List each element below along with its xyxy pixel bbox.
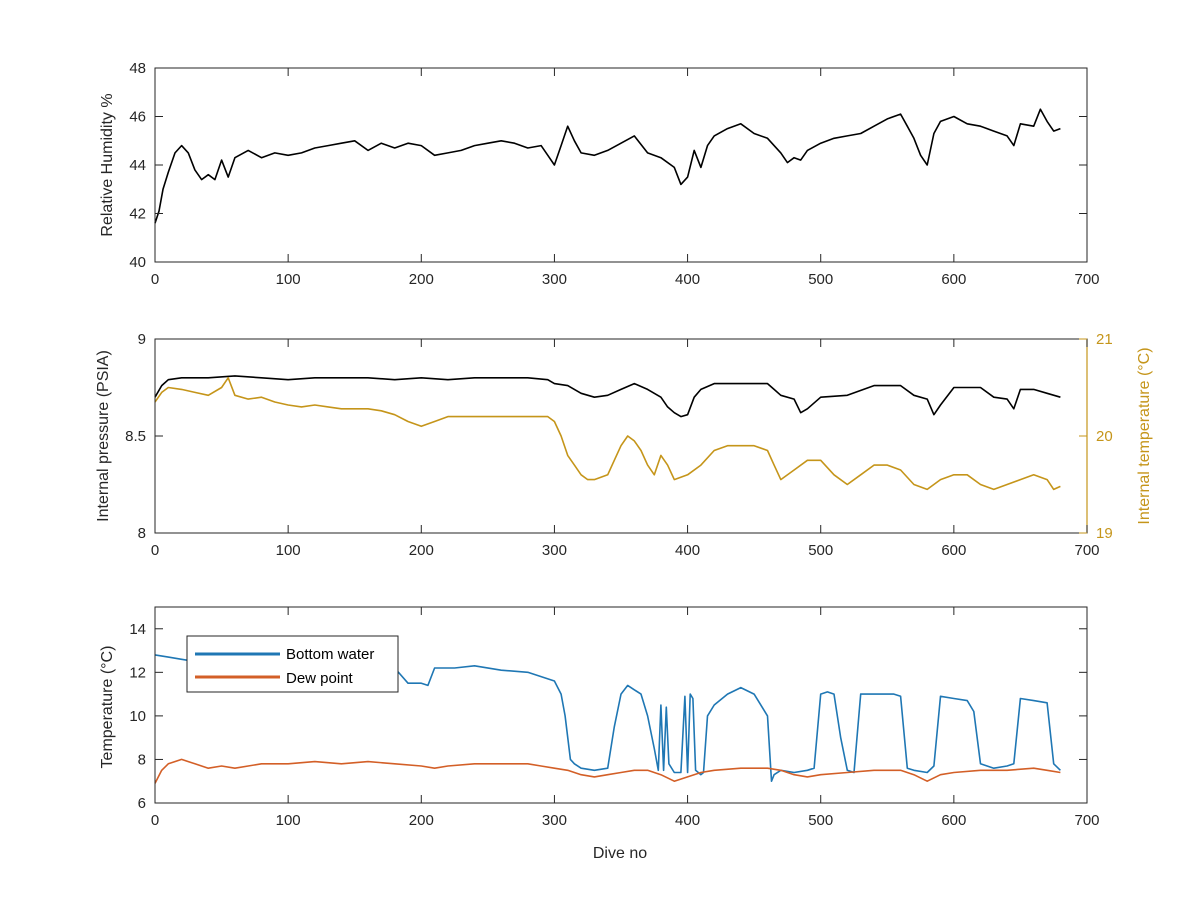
temperature-panel: 0 100 200 300 400 500 600 700 6 8 10 12 14 Temperatu… — [99, 606, 1100, 862]
humidity-line — [154, 108, 1061, 224]
bottom-water-line — [154, 654, 1061, 783]
legend-bottom-water-label: Bottom water — [286, 646, 374, 663]
x-tick-label: 500 — [808, 542, 833, 559]
axes-frame — [154, 606, 1088, 804]
humidity-series-layer — [154, 108, 1061, 224]
x-axis-label: Dive no — [593, 845, 647, 862]
x-tick-label: 100 — [276, 542, 301, 559]
internal-temperature-line — [154, 376, 1061, 491]
y2-tick-label: 20 — [1096, 428, 1113, 445]
x-tick-label: 400 — [675, 542, 700, 559]
temperature-series-layer — [154, 654, 1061, 784]
x-tick-label: 400 — [675, 271, 700, 288]
x-tick-label: 700 — [1074, 542, 1099, 559]
y-tick-label: 14 — [129, 621, 146, 638]
x-tick-label: 700 — [1074, 812, 1099, 829]
y-tick-label: 42 — [129, 206, 146, 223]
y-tick-label: 46 — [129, 109, 146, 126]
y-tick-label: 8 — [138, 751, 146, 768]
x-tick-label: 500 — [808, 812, 833, 829]
legend-dew-point-label: Dew point — [286, 670, 354, 687]
x-tick-label: 300 — [542, 271, 567, 288]
x-tick-label: 600 — [941, 812, 966, 829]
legend-box — [186, 635, 399, 693]
x-tick-label: 0 — [151, 271, 159, 288]
x-tick-label: 300 — [542, 542, 567, 559]
x-tick-label: 0 — [151, 542, 159, 559]
temperature-y-axis-label: Temperature (°C) — [99, 646, 116, 769]
y-tick-label: 6 — [138, 795, 146, 812]
x-tick-label: 600 — [941, 271, 966, 288]
x-tick-label: 100 — [276, 271, 301, 288]
humidity-axes: 0 100 200 300 400 500 600 700 40 42 44 46 48 — [129, 60, 1099, 288]
pressure-temperature-series-layer — [154, 375, 1061, 491]
x-tick-label: 600 — [941, 542, 966, 559]
y2-tick-label: 21 — [1096, 331, 1113, 348]
temperature-axes: 0 100 200 300 400 500 600 700 6 8 10 12 14 — [129, 606, 1100, 829]
humidity-panel: 0 100 200 300 400 500 600 700 40 42 44 46 48 Relativ… — [99, 60, 1100, 288]
x-tick-label: 200 — [409, 542, 434, 559]
x-tick-label: 700 — [1074, 271, 1099, 288]
y-tick-label: 40 — [129, 254, 146, 271]
y-tick-label: 10 — [129, 708, 146, 725]
y-tick-label: 48 — [129, 60, 146, 77]
x-tick-label: 100 — [276, 812, 301, 829]
pressure-temperature-panel: 0 100 200 300 400 500 600 700 8 8.5 9 19 20 21 Intern… — [95, 331, 1153, 559]
legend: Bottom water Dew point — [186, 635, 399, 693]
y2-tick-label: 19 — [1096, 525, 1113, 542]
y-tick-label: 9 — [138, 331, 146, 348]
humidity-y-axis-label: Relative Humidity % — [99, 93, 116, 236]
x-tick-label: 200 — [409, 812, 434, 829]
y-tick-label: 44 — [129, 157, 146, 174]
dew-point-line — [154, 758, 1061, 784]
x-tick-label: 400 — [675, 812, 700, 829]
x-tick-label: 200 — [409, 271, 434, 288]
y-tick-label: 12 — [129, 664, 146, 681]
y-tick-label: 8.5 — [125, 428, 146, 445]
pressure-temperature-line — [154, 375, 1061, 418]
internal-temperature-y-axis-label: Internal temperature (°C) — [1136, 347, 1153, 524]
pressure-temperature-axes: 0 100 200 300 400 500 600 700 8 8.5 9 19 20 21 — [125, 331, 1113, 559]
x-tick-label: 500 — [808, 271, 833, 288]
x-tick-label: 300 — [542, 812, 567, 829]
x-tick-label: 0 — [151, 812, 159, 829]
y-tick-label: 8 — [138, 525, 146, 542]
pressure-y-axis-label: Internal pressure (PSIA) — [95, 350, 112, 522]
